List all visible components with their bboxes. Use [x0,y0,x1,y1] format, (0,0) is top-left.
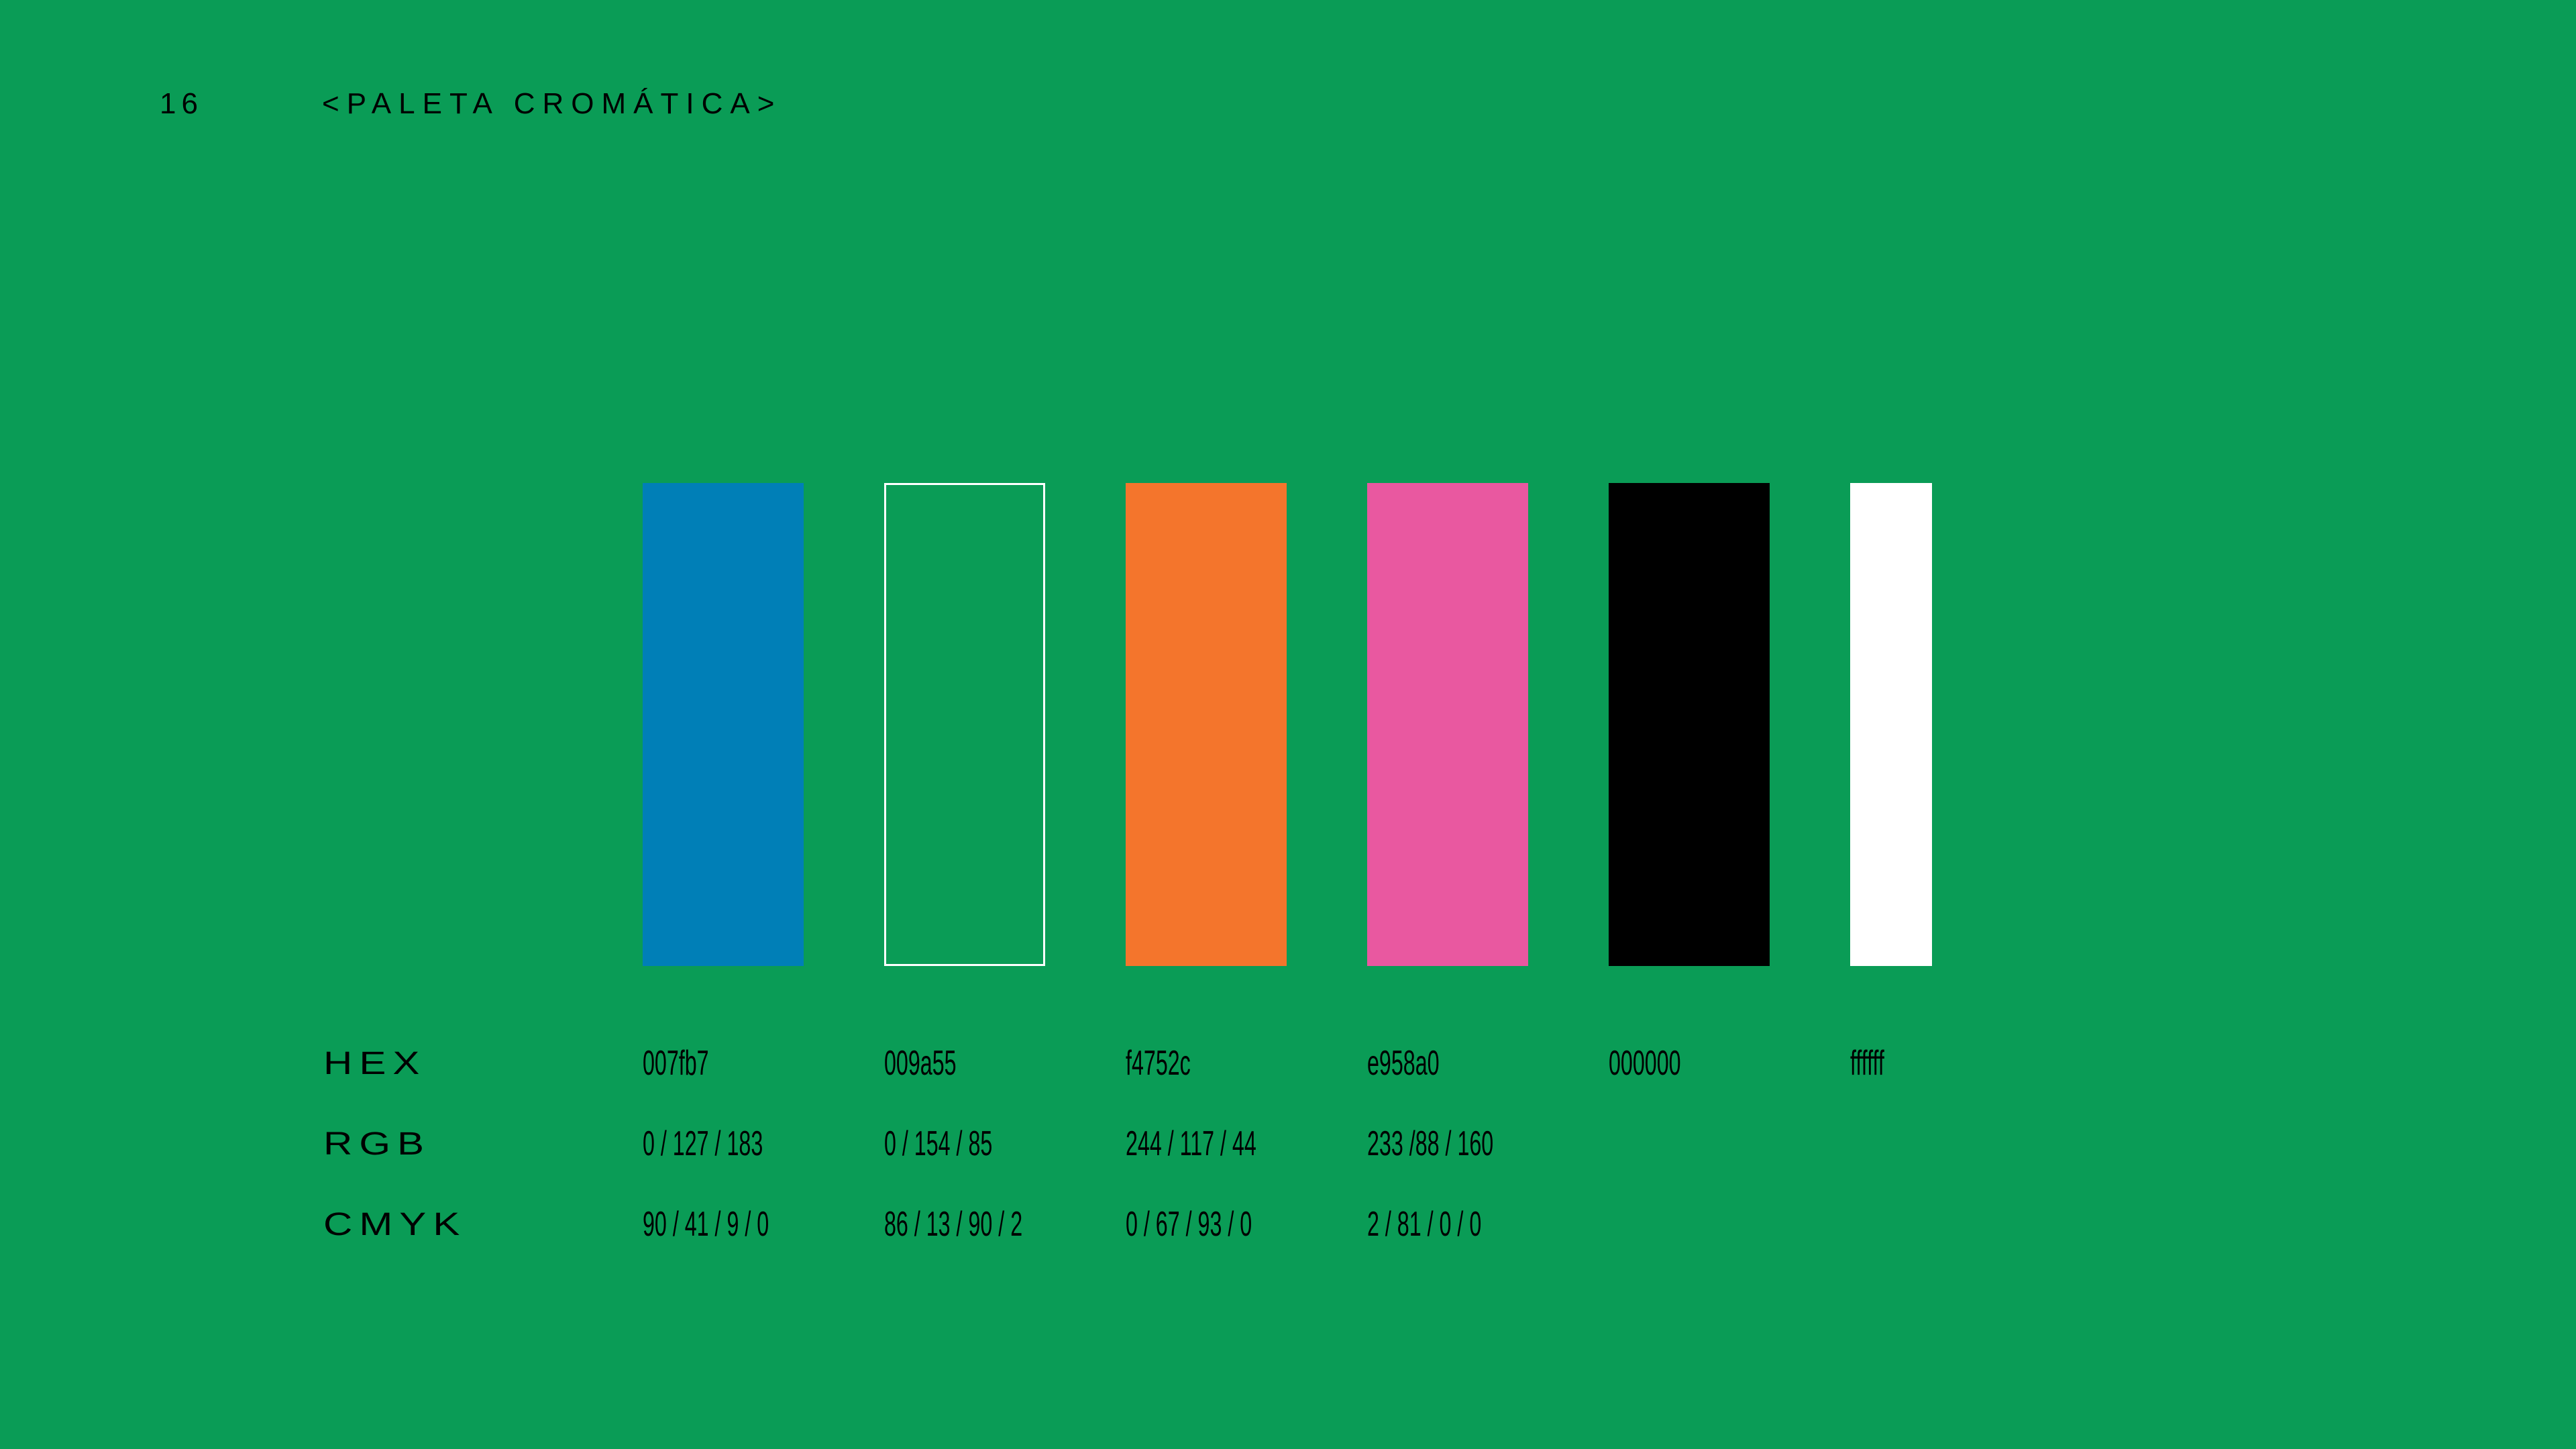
color-swatch [1126,483,1287,966]
swatch-hex-value: ffffff [1850,1044,1884,1083]
page-number: 16 [160,87,203,120]
page-title: <PALETA CROMÁTICA> [322,87,782,120]
swatch-cmyk-value: 2 / 81 / 0 / 0 [1367,1205,1482,1244]
color-swatch [1367,483,1528,966]
swatch-hex-value: 000000 [1609,1044,1681,1083]
swatch-cmyk-value: 0 / 67 / 93 / 0 [1126,1205,1252,1244]
swatch-cmyk-value: 90 / 41 / 9 / 0 [643,1205,769,1244]
swatch-hex-value: 009a55 [884,1044,957,1083]
swatch-hex-value: e958a0 [1367,1044,1440,1083]
swatch-rgb-value: 233 /88 / 160 [1367,1124,1494,1163]
swatch-hex-value: f4752c [1126,1044,1191,1083]
hex-label: HEX [323,1046,427,1081]
swatch-rgb-value: 0 / 154 / 85 [884,1124,993,1163]
color-swatch [884,483,1045,966]
swatch-hex-value: 007fb7 [643,1044,709,1083]
swatch-rgb-value: 244 / 117 / 44 [1126,1124,1256,1163]
color-swatch [1609,483,1770,966]
color-swatch [1850,483,1932,966]
rgb-label: RGB [323,1126,431,1162]
color-swatch [643,483,804,966]
cmyk-label: CMYK [323,1207,467,1242]
swatch-cmyk-value: 86 / 13 / 90 / 2 [884,1205,1023,1244]
swatch-rgb-value: 0 / 127 / 183 [643,1124,763,1163]
